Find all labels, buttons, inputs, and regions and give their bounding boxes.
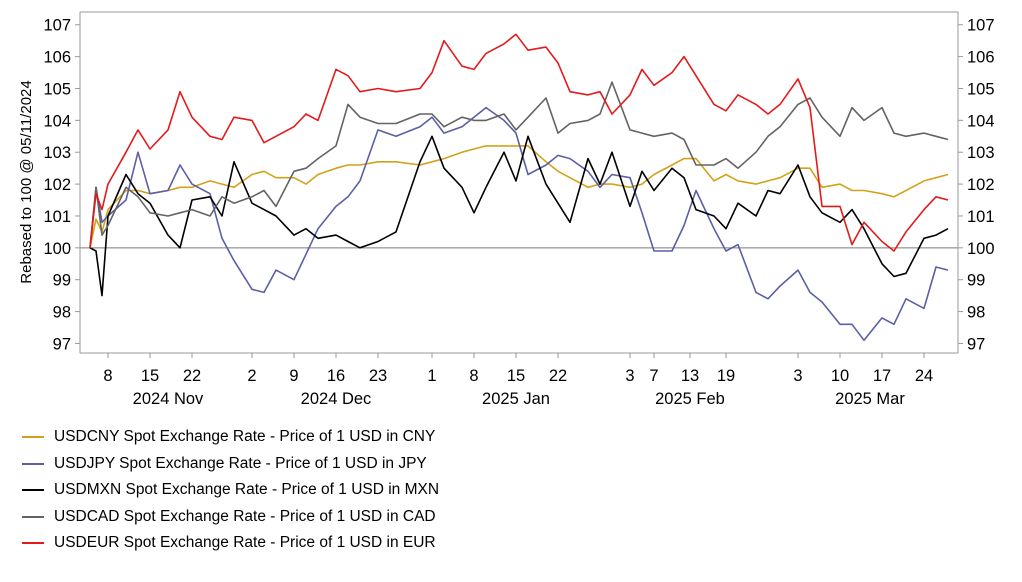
legend-swatch [22, 515, 44, 518]
y-tick-label-left: 102 [43, 176, 71, 194]
y-tick-label-left: 98 [53, 304, 71, 322]
x-tick-label: 16 [327, 367, 345, 385]
y-tick-label-left: 100 [43, 240, 71, 258]
legend-swatch [22, 462, 44, 465]
y-axis-label: Rebased to 100 @ 05/11/2024 [18, 80, 35, 283]
y-tick-label-right: 101 [967, 208, 995, 226]
x-month-label: 2024 Dec [301, 390, 372, 408]
x-tick-label: 3 [625, 367, 634, 385]
series-line-4 [89, 33, 949, 252]
x-tick-label: 1 [427, 367, 436, 385]
legend-swatch [22, 436, 44, 439]
plot-frame [79, 11, 959, 354]
x-month-label: 2024 Nov [133, 390, 204, 408]
y-tick-label-right: 107 [967, 17, 995, 35]
x-tick-label: 15 [141, 367, 159, 385]
x-month-label: 2025 Feb [655, 390, 725, 408]
legend-swatch [22, 489, 44, 492]
y-tick-label-right: 104 [967, 112, 995, 130]
legend-label: USDCNY Spot Exchange Rate - Price of 1 U… [54, 428, 436, 446]
legend-label: USDMXN Spot Exchange Rate - Price of 1 U… [54, 481, 440, 499]
y-tick-label-left: 101 [43, 208, 71, 226]
y-tick-label-left: 105 [43, 80, 71, 98]
x-month-label: 2025 Mar [835, 390, 905, 408]
series-line-0 [89, 145, 949, 248]
x-tick-label: 8 [103, 367, 112, 385]
x-tick-label: 23 [369, 367, 387, 385]
legend-swatch [22, 542, 44, 545]
y-tick-label-right: 103 [967, 144, 995, 162]
legend-label: USDEUR Spot Exchange Rate - Price of 1 U… [54, 534, 436, 552]
y-tick-label-right: 102 [967, 176, 995, 194]
x-tick-label: 2 [247, 367, 256, 385]
y-tick-label-right: 98 [967, 304, 985, 322]
x-tick-label: 9 [289, 367, 298, 385]
x-tick-label: 17 [873, 367, 891, 385]
y-tick-label-right: 106 [967, 49, 995, 67]
series-line-3 [89, 81, 949, 248]
y-tick-label-right: 99 [967, 272, 985, 290]
y-tick-label-left: 106 [43, 49, 71, 67]
x-tick-label: 22 [183, 367, 201, 385]
y-tick-label-left: 99 [53, 272, 71, 290]
y-tick-label-left: 104 [43, 112, 71, 130]
legend-label: USDJPY Spot Exchange Rate - Price of 1 U… [54, 454, 427, 472]
y-tick-label-right: 105 [967, 80, 995, 98]
x-tick-label: 3 [793, 367, 802, 385]
x-tick-label: 10 [831, 367, 849, 385]
y-tick-label-right: 100 [967, 240, 995, 258]
legend-item: USDCAD Spot Exchange Rate - Price of 1 U… [22, 504, 439, 531]
legend-item: USDEUR Spot Exchange Rate - Price of 1 U… [22, 530, 439, 557]
series-line-1 [89, 106, 949, 342]
x-tick-label: 15 [507, 367, 525, 385]
y-tick-label-left: 103 [43, 144, 71, 162]
legend: USDCNY Spot Exchange Rate - Price of 1 U… [22, 424, 439, 557]
x-tick-label: 7 [649, 367, 658, 385]
x-month-label: 2025 Jan [482, 390, 550, 408]
x-tick-label: 22 [549, 367, 567, 385]
legend-label: USDCAD Spot Exchange Rate - Price of 1 U… [54, 507, 436, 525]
x-tick-label: 19 [717, 367, 735, 385]
x-tick-label: 13 [681, 367, 699, 385]
x-tick-label: 8 [469, 367, 478, 385]
y-tick-label-left: 107 [43, 17, 71, 35]
x-tick-label: 24 [915, 367, 933, 385]
legend-item: USDCNY Spot Exchange Rate - Price of 1 U… [22, 424, 439, 451]
series-line-2 [89, 135, 949, 297]
legend-item: USDMXN Spot Exchange Rate - Price of 1 U… [22, 477, 439, 504]
y-tick-label-right: 97 [967, 335, 985, 353]
y-tick-label-left: 97 [53, 335, 71, 353]
legend-item: USDJPY Spot Exchange Rate - Price of 1 U… [22, 451, 439, 478]
